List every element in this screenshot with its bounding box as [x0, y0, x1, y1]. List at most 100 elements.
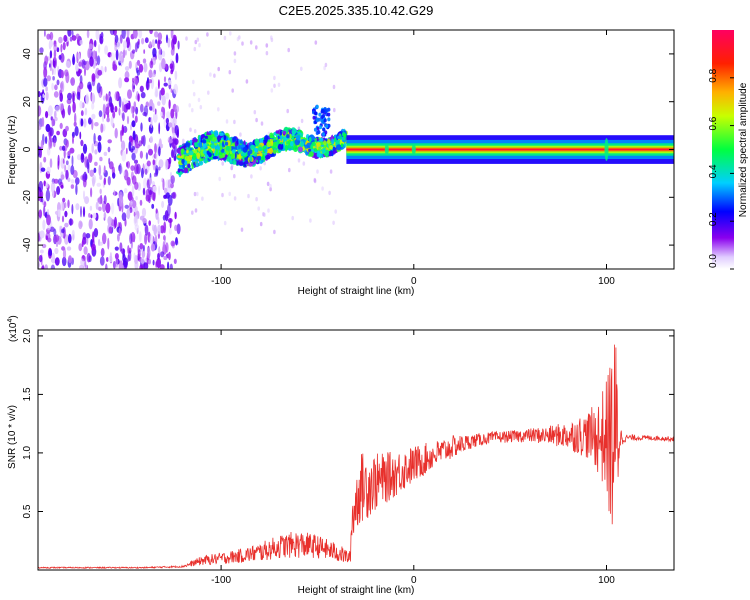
heatmap-cell	[79, 39, 84, 45]
heatmap-cell	[242, 146, 248, 153]
heatmap-cell	[38, 91, 41, 98]
heatmap-cell	[167, 179, 171, 189]
heatmap-cell	[46, 214, 51, 226]
heatmap-cell	[96, 55, 101, 66]
heatmap-cell	[155, 165, 159, 175]
heatmap-cell	[88, 153, 93, 163]
heatmap-cell	[64, 210, 68, 218]
heatmap-cell	[128, 140, 132, 152]
heatmap-cell	[119, 34, 123, 44]
heatmap-cell	[325, 149, 330, 157]
heatmap-cell	[188, 150, 194, 156]
heatmap-cell	[257, 206, 261, 211]
heatmap-cell	[170, 175, 175, 184]
heatmap-cell	[188, 103, 191, 108]
heatmap-cell	[150, 77, 154, 90]
heatmap-cell	[286, 134, 290, 139]
heatmap-cell	[122, 49, 126, 59]
heatmap-cell	[167, 218, 173, 223]
heatmap-cell	[225, 119, 229, 124]
heatmap-cell	[133, 252, 136, 261]
heatmap-cell	[86, 30, 90, 39]
heatmap-cell	[265, 154, 271, 160]
heatmap-cell	[184, 155, 190, 162]
heatmap-cell	[160, 111, 163, 117]
heatmap-cell	[168, 251, 171, 261]
heatmap-cell	[151, 203, 155, 209]
heatmap-cell	[149, 30, 153, 35]
heatmap-cell	[65, 169, 69, 180]
heatmap-cell	[152, 47, 157, 58]
heatmap-cell	[54, 234, 60, 242]
heatmap-cell	[277, 135, 280, 139]
heatmap-cell	[131, 184, 135, 197]
heatmap-cell	[288, 167, 291, 173]
heatmap-cell	[206, 32, 209, 37]
heatmap-cell	[84, 66, 86, 77]
heatmap-cell	[323, 118, 327, 123]
heatmap-cell	[199, 105, 203, 110]
heatmap-cell	[84, 173, 88, 181]
heatmap-cell	[194, 39, 198, 45]
heatmap-cell	[88, 218, 93, 230]
heatmap-cell	[250, 144, 256, 150]
heatmap-cell	[46, 166, 51, 175]
heatmap-cell	[49, 127, 54, 137]
heatmap-cell	[604, 138, 609, 161]
heatmap-cell	[118, 51, 123, 64]
heatmap-cell	[97, 141, 102, 153]
heatmap-cell	[45, 235, 48, 240]
heatmap-cell	[139, 85, 144, 93]
heatmap-cell	[46, 209, 50, 216]
heatmap-cell	[41, 117, 45, 127]
heatmap-cell	[149, 106, 153, 111]
heatmap-cell	[59, 201, 64, 211]
heatmap-cell	[78, 61, 82, 67]
heatmap-cell	[239, 139, 243, 144]
heatmap-cell	[193, 129, 197, 134]
heatmap-cell	[130, 165, 135, 172]
heatmap-cell	[204, 157, 208, 164]
snr-x-ticks: -100 0 100	[211, 330, 615, 586]
heatmap-cell	[245, 79, 249, 84]
heatmap-cell	[126, 161, 131, 169]
heatmap-cell	[167, 79, 172, 86]
heatmap-cell	[68, 255, 72, 264]
heatmap-cell	[155, 39, 158, 44]
heatmap-cell	[198, 43, 201, 48]
heatmap-cell	[103, 195, 107, 205]
heatmap-cell	[302, 161, 306, 166]
heatmap-cell	[255, 117, 258, 123]
heatmap-cell	[191, 165, 194, 170]
heatmap-cell	[135, 141, 138, 149]
x-tick-label: 0	[411, 276, 417, 287]
heatmap-cell	[171, 39, 175, 50]
heatmap-cell	[60, 52, 65, 63]
heatmap-cell	[44, 30, 46, 37]
heatmap-cell	[71, 257, 74, 265]
heatmap-cell	[191, 108, 194, 113]
heatmap-cell	[78, 220, 83, 230]
heatmap-cell	[88, 43, 94, 50]
spectrogram-y-label: Frequency (Hz)	[7, 116, 18, 185]
heatmap-cell	[47, 237, 52, 243]
heatmap-cell	[196, 152, 201, 160]
heatmap-cell	[191, 210, 194, 215]
heatmap-cell	[47, 105, 53, 117]
heatmap-cell	[138, 63, 144, 73]
heatmap-cell	[253, 110, 257, 115]
heatmap-cell	[114, 216, 117, 228]
heatmap-cell	[269, 183, 272, 189]
heatmap-cell	[78, 68, 83, 74]
heatmap-cell	[147, 144, 151, 150]
heatmap-cell	[324, 62, 328, 68]
heatmap-cell	[136, 59, 141, 66]
heatmap-cell	[42, 219, 46, 231]
heatmap-cell	[61, 145, 66, 151]
heatmap-cell	[121, 101, 124, 112]
heatmap-cell	[336, 144, 342, 151]
heatmap-cell	[384, 143, 389, 156]
heatmap-cell	[294, 138, 301, 146]
heatmap-cell	[313, 148, 318, 152]
heatmap-cell	[64, 143, 68, 152]
